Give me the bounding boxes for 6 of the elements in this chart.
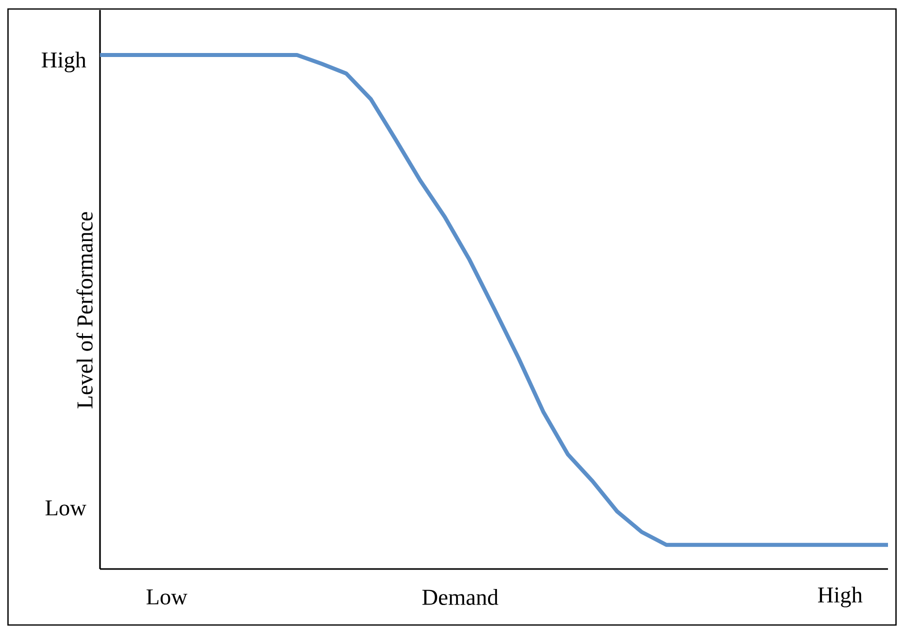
text: Low [146, 589, 188, 605]
text: Low [46, 500, 86, 516]
text: High [818, 586, 862, 608]
x-axis-title: Demand [422, 589, 498, 605]
y-axis-title: Level of Performance [76, 212, 93, 408]
text: High [42, 52, 86, 72]
